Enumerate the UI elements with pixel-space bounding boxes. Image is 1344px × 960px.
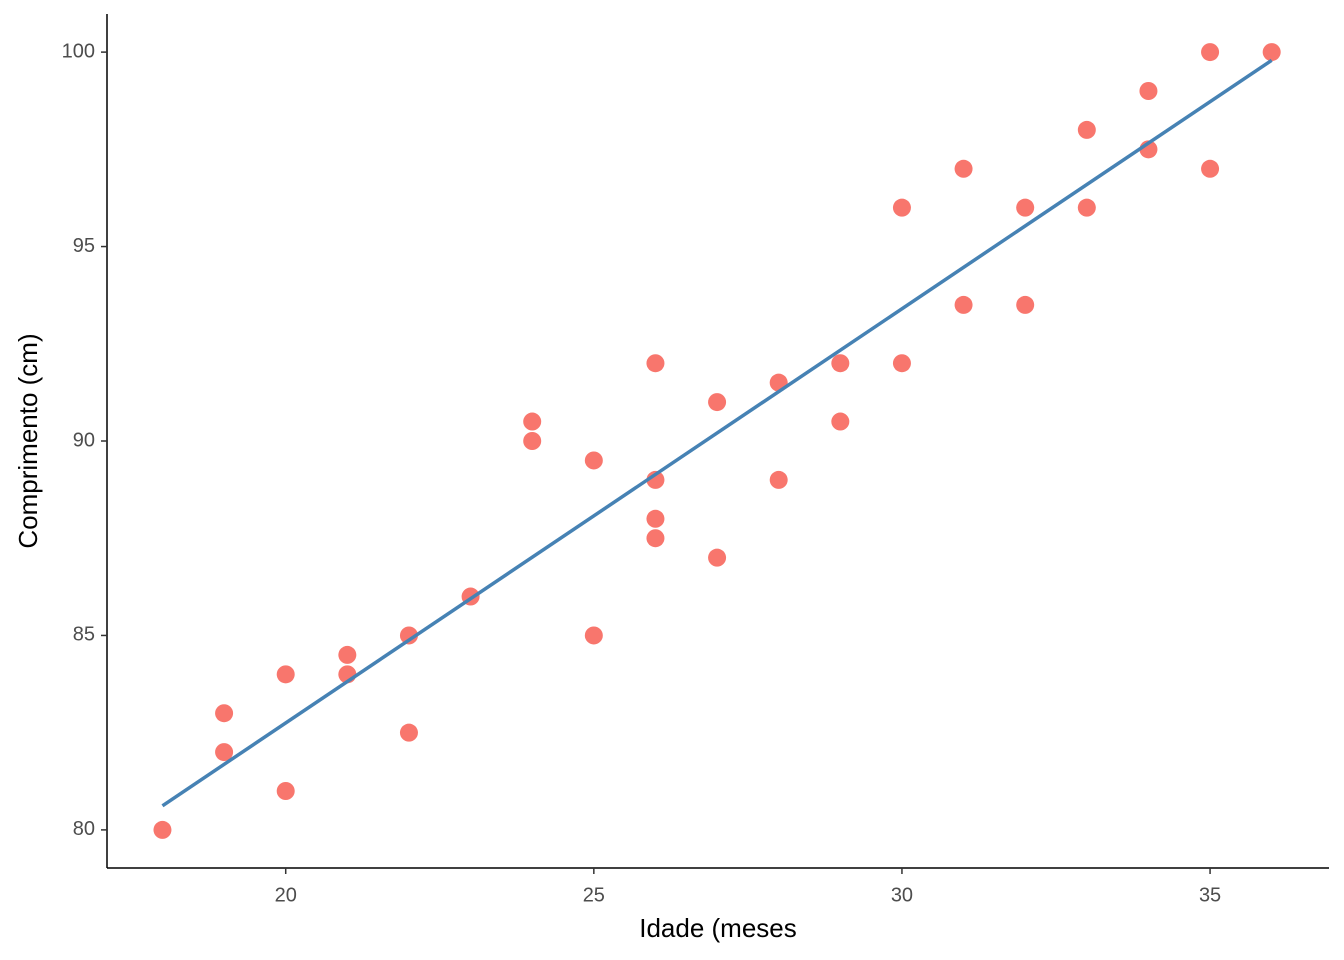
point bbox=[523, 432, 542, 450]
y-tick-label: 90 bbox=[73, 429, 95, 451]
point bbox=[399, 723, 418, 742]
point bbox=[215, 704, 234, 723]
point bbox=[153, 820, 172, 839]
x-tick-label: 25 bbox=[583, 884, 605, 906]
point bbox=[646, 354, 665, 373]
point bbox=[399, 626, 418, 645]
point bbox=[215, 743, 234, 762]
y-tick-label: 80 bbox=[73, 818, 95, 840]
point bbox=[276, 782, 295, 800]
point bbox=[708, 548, 727, 567]
x-tick-label: 30 bbox=[891, 884, 913, 906]
point bbox=[338, 645, 357, 664]
point bbox=[584, 626, 603, 645]
point bbox=[523, 412, 542, 431]
point bbox=[1016, 295, 1035, 314]
point bbox=[769, 470, 788, 489]
x-axis-title: Idade (meses bbox=[639, 913, 797, 943]
point bbox=[954, 159, 973, 178]
point bbox=[1262, 43, 1281, 62]
y-tick-label: 100 bbox=[62, 40, 95, 62]
point bbox=[1077, 120, 1096, 139]
regression-line bbox=[161, 58, 1273, 808]
point bbox=[646, 509, 665, 528]
point bbox=[892, 198, 911, 217]
point bbox=[1201, 159, 1220, 178]
point bbox=[831, 412, 850, 431]
x-tick-label: 35 bbox=[1199, 884, 1221, 906]
point bbox=[1016, 198, 1035, 217]
point bbox=[1139, 82, 1158, 100]
y-axis-title: Comprimento (cm) bbox=[13, 333, 43, 548]
point bbox=[892, 354, 911, 373]
y-tick-label: 85 bbox=[73, 624, 95, 646]
point bbox=[708, 393, 727, 412]
point bbox=[954, 295, 973, 314]
point bbox=[1201, 43, 1220, 62]
point bbox=[584, 451, 603, 470]
point bbox=[1077, 198, 1096, 217]
y-tick-label: 95 bbox=[73, 235, 95, 257]
x-tick-label: 20 bbox=[275, 884, 297, 906]
point bbox=[831, 354, 850, 373]
point bbox=[646, 529, 665, 548]
point bbox=[276, 665, 295, 684]
